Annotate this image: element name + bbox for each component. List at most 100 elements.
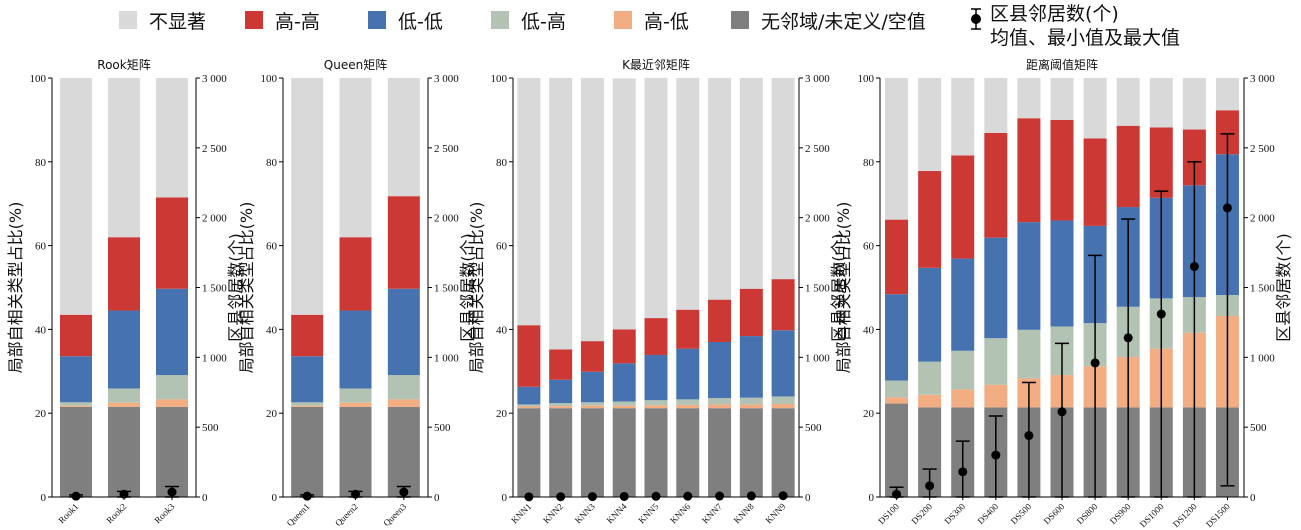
bar-segment bbox=[1050, 78, 1074, 120]
legend-label-low-high: 低-高 bbox=[521, 10, 566, 33]
bar-segment bbox=[1017, 222, 1041, 330]
bar-segment bbox=[739, 336, 763, 398]
bar-segment bbox=[291, 356, 324, 403]
bar-segment bbox=[739, 397, 763, 405]
neighbor-mean-point bbox=[715, 491, 725, 501]
bar-segment bbox=[387, 196, 420, 289]
x-tick-label: KNN5 bbox=[636, 501, 660, 525]
legend-swatch-low-low bbox=[368, 11, 386, 29]
bar-segment bbox=[339, 237, 372, 311]
neighbor-mean-point bbox=[1057, 407, 1067, 417]
bar-segment bbox=[339, 310, 372, 389]
bar-segment bbox=[984, 384, 1008, 408]
left-axis-title: 局部自相关类型占比(%) bbox=[467, 202, 486, 374]
left-axis-title: 局部自相关类型占比(%) bbox=[6, 202, 25, 374]
neighbor-mean-point bbox=[1156, 309, 1166, 319]
x-tick-label: KNN7 bbox=[700, 501, 724, 525]
bar-segment bbox=[291, 314, 324, 357]
neighbor-mean-point bbox=[1090, 358, 1100, 368]
bar-segment bbox=[612, 401, 636, 406]
bar-segment bbox=[517, 325, 541, 387]
legend-swatch-low-high bbox=[491, 11, 509, 29]
bar-segment bbox=[951, 389, 975, 408]
bar-segment bbox=[771, 330, 795, 397]
left-tick-label: 100 bbox=[30, 73, 47, 85]
bar-segment bbox=[612, 405, 636, 409]
right-tick-label: 1 000 bbox=[805, 352, 830, 364]
left-axis-title: 局部自相关类型占比(%) bbox=[237, 202, 256, 374]
bar-segment bbox=[951, 78, 975, 156]
bar-segment bbox=[580, 408, 604, 497]
x-tick-label: DS100 bbox=[876, 501, 901, 526]
bar-segment bbox=[984, 132, 1008, 238]
bar-segment bbox=[676, 309, 700, 349]
bar-segment bbox=[339, 402, 372, 407]
right-tick-label: 2 500 bbox=[1250, 143, 1275, 155]
bar-segment bbox=[739, 78, 763, 289]
right-tick-label: 1 000 bbox=[434, 352, 459, 364]
bar-segment bbox=[60, 406, 92, 497]
legend-item-low-low: 低-低 bbox=[368, 5, 443, 35]
bar-segment bbox=[739, 404, 763, 409]
bar-segment bbox=[1017, 329, 1041, 379]
legend-errorbar-label-line2: 均值、最小值及最大值 bbox=[990, 27, 1181, 49]
panel-title: Queen矩阵 bbox=[324, 58, 387, 72]
bar-segment bbox=[771, 78, 795, 280]
right-tick-label: 0 bbox=[805, 492, 811, 504]
bar-segment bbox=[885, 294, 909, 381]
bar-segment bbox=[951, 258, 975, 351]
panel-2: Queen矩阵 Queen1 Queen2 Queen3 0 20 40 60 80 100 0 50… bbox=[237, 58, 477, 528]
bar-segment bbox=[156, 78, 188, 198]
panel-title: Rook矩阵 bbox=[97, 58, 150, 72]
right-tick-label: 2 500 bbox=[805, 143, 830, 155]
bar-segment bbox=[885, 380, 909, 398]
neighbor-mean-point bbox=[71, 491, 81, 501]
left-tick-label: 80 bbox=[266, 157, 278, 169]
right-tick-label: 500 bbox=[434, 422, 451, 434]
bar-segment bbox=[918, 361, 942, 395]
bar-segment bbox=[918, 407, 942, 497]
neighbor-mean-point bbox=[892, 489, 902, 499]
legend-label-high-high: 高-高 bbox=[275, 10, 320, 33]
bar-segment bbox=[549, 403, 573, 407]
bar-segment bbox=[517, 408, 541, 497]
bar-segment bbox=[1050, 119, 1074, 221]
left-tick-label: 40 bbox=[35, 324, 47, 336]
bar-segment bbox=[676, 399, 700, 405]
bar-segment bbox=[517, 78, 541, 326]
right-tick-label: 500 bbox=[1250, 422, 1267, 434]
left-tick-label: 0 bbox=[272, 492, 278, 504]
bar-segment bbox=[676, 348, 700, 400]
legend-label-no-neighbor: 无邻域/未定义/空值 bbox=[761, 10, 926, 33]
bar-segment bbox=[612, 408, 636, 497]
bar-segment bbox=[951, 155, 975, 259]
bar-segment bbox=[739, 288, 763, 337]
x-tick-label: KNN6 bbox=[668, 501, 692, 525]
left-tick-label: 20 bbox=[35, 408, 47, 420]
bar-segment bbox=[918, 394, 942, 408]
bar-segment bbox=[1017, 118, 1041, 223]
right-tick-label: 1 500 bbox=[434, 283, 459, 295]
bar-segment bbox=[387, 399, 420, 407]
x-tick-label: KNN4 bbox=[605, 501, 629, 525]
right-tick-label: 0 bbox=[1250, 492, 1256, 504]
neighbor-mean-point bbox=[1222, 203, 1232, 213]
bar-segment bbox=[108, 237, 140, 311]
bar-segment bbox=[612, 78, 636, 330]
bar-segment bbox=[1083, 138, 1107, 226]
x-tick-label: KNN3 bbox=[573, 501, 597, 525]
x-tick-label: DS800 bbox=[1075, 501, 1100, 526]
bar-segment bbox=[291, 406, 324, 497]
x-tick-label: KNN9 bbox=[763, 501, 787, 525]
bar-segment bbox=[580, 402, 604, 406]
bar-segment bbox=[644, 408, 668, 497]
left-tick-label: 0 bbox=[41, 492, 47, 504]
bar-segment bbox=[156, 406, 188, 497]
bar-segment bbox=[339, 78, 372, 238]
right-tick-label: 0 bbox=[434, 492, 440, 504]
bar-segment bbox=[1050, 220, 1074, 327]
errorbar-marker-icon bbox=[971, 8, 981, 30]
neighbor-mean-point bbox=[925, 481, 935, 491]
right-tick-label: 500 bbox=[805, 422, 822, 434]
